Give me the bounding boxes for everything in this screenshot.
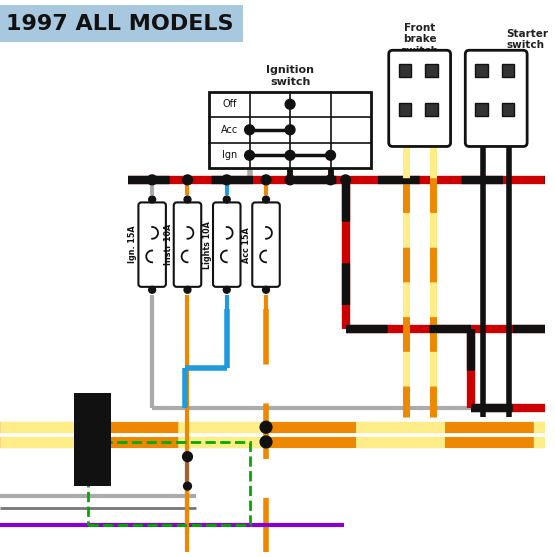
Text: Ign. 15A: Ign. 15A bbox=[128, 226, 138, 263]
Bar bbox=[475, 103, 488, 116]
Text: Off: Off bbox=[222, 99, 236, 109]
Circle shape bbox=[285, 175, 295, 185]
Circle shape bbox=[285, 99, 295, 109]
Circle shape bbox=[183, 452, 193, 462]
Text: Acc 15A: Acc 15A bbox=[243, 227, 251, 262]
Circle shape bbox=[326, 175, 335, 185]
Circle shape bbox=[260, 421, 272, 433]
Circle shape bbox=[341, 175, 350, 185]
Circle shape bbox=[285, 125, 295, 135]
Bar bbox=[425, 103, 438, 116]
Text: Ign: Ign bbox=[221, 150, 237, 160]
Text: 1997 ALL MODELS: 1997 ALL MODELS bbox=[6, 14, 234, 34]
Bar bbox=[88, 442, 250, 525]
Circle shape bbox=[260, 436, 272, 448]
Text: Instr 10A: Instr 10A bbox=[164, 224, 173, 265]
Bar bbox=[398, 64, 411, 77]
Bar bbox=[398, 103, 411, 116]
Circle shape bbox=[285, 150, 295, 160]
Circle shape bbox=[149, 286, 155, 293]
Circle shape bbox=[183, 175, 193, 185]
Circle shape bbox=[263, 286, 270, 293]
Bar bbox=[475, 64, 488, 77]
Bar bbox=[0, 5, 244, 42]
Circle shape bbox=[184, 286, 191, 293]
Bar bbox=[502, 64, 514, 77]
Text: Acc: Acc bbox=[221, 125, 238, 135]
Text: Front
brake
switch: Front brake switch bbox=[401, 23, 438, 56]
FancyBboxPatch shape bbox=[465, 50, 527, 146]
Text: Starter
switch: Starter switch bbox=[506, 28, 548, 50]
Circle shape bbox=[326, 150, 335, 160]
Bar bbox=[209, 91, 371, 168]
Circle shape bbox=[245, 125, 255, 135]
Circle shape bbox=[147, 175, 157, 185]
FancyBboxPatch shape bbox=[174, 202, 201, 287]
Bar bbox=[74, 393, 111, 486]
FancyBboxPatch shape bbox=[253, 202, 280, 287]
Circle shape bbox=[149, 196, 155, 203]
Text: Ignition
switch: Ignition switch bbox=[266, 65, 314, 86]
Circle shape bbox=[222, 175, 231, 185]
Circle shape bbox=[184, 196, 191, 203]
Circle shape bbox=[263, 196, 270, 203]
Circle shape bbox=[245, 150, 255, 160]
FancyBboxPatch shape bbox=[138, 202, 166, 287]
Circle shape bbox=[261, 175, 271, 185]
Circle shape bbox=[223, 286, 230, 293]
Bar bbox=[425, 64, 438, 77]
Circle shape bbox=[223, 196, 230, 203]
Text: Lights 10A: Lights 10A bbox=[203, 221, 212, 268]
Circle shape bbox=[184, 482, 191, 490]
Bar bbox=[502, 103, 514, 116]
FancyBboxPatch shape bbox=[388, 50, 451, 146]
FancyBboxPatch shape bbox=[213, 202, 240, 287]
